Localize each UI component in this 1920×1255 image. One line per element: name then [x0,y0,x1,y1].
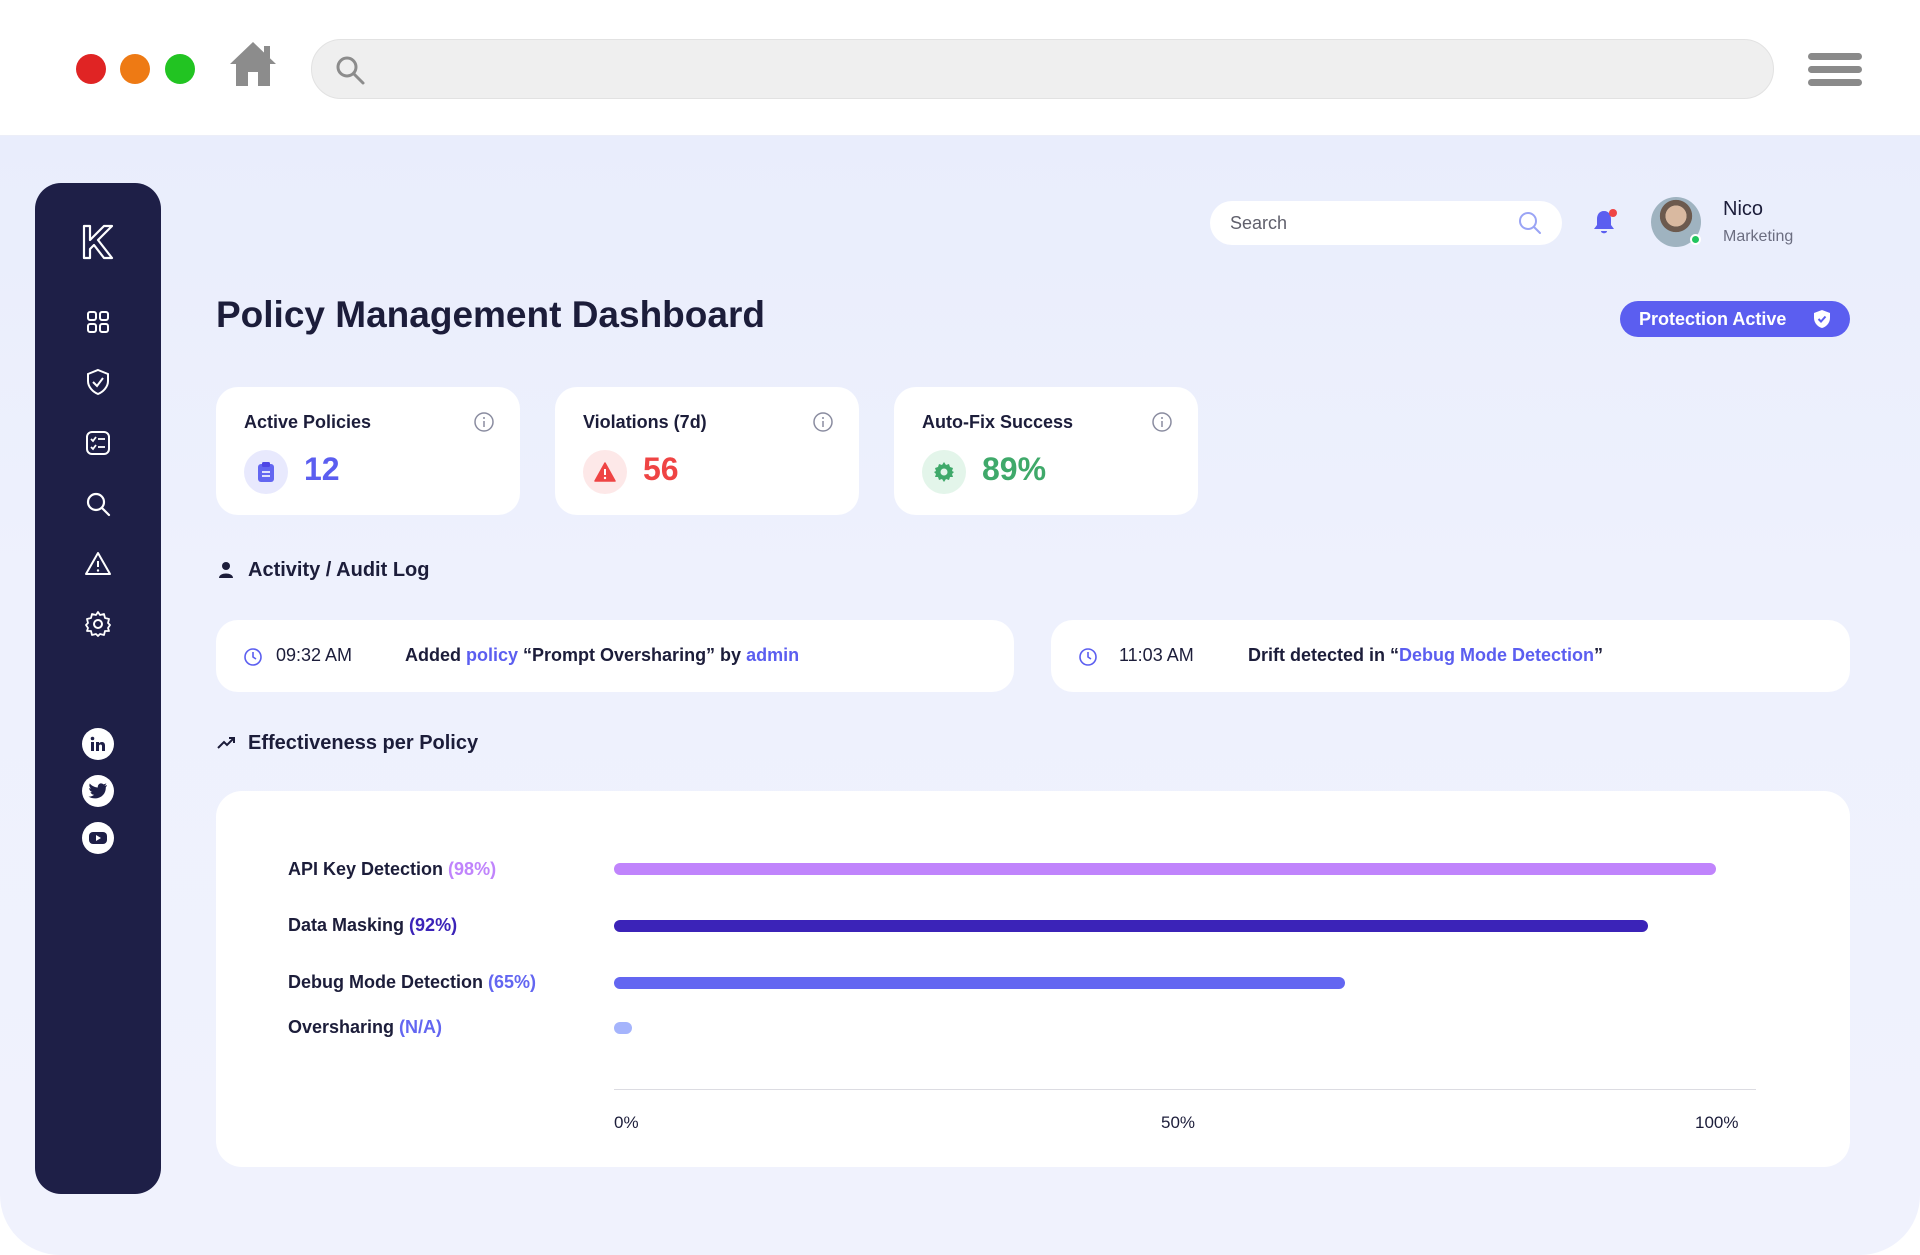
clock-icon [244,648,262,666]
bar-track [614,920,1738,932]
search-icon [336,56,365,85]
protection-status-label: Protection Active [1639,309,1787,329]
x-tick-label: 0% [614,1113,639,1132]
x-tick-label: 50% [1161,1113,1196,1132]
log-time: 09:32 AM [276,645,353,665]
chart-category-label: Oversharing (N/A) [288,1017,442,1038]
bar[interactable] [614,977,1345,989]
category-name: Debug Mode Detection [288,972,489,992]
log-entry: 11:03 AM Drift detected in “Debug Mode D… [1051,620,1850,692]
youtube-icon[interactable] [82,822,114,854]
user-role: Marketing [1723,228,1794,245]
stat-title: Violations (7d) [583,412,707,432]
shield-check-icon [1814,310,1830,328]
close-window-button[interactable] [76,54,106,84]
debug-mode-detection-link[interactable]: Debug Mode Detection [1399,645,1595,665]
stat-card-violations: Violations (7d) 56 [555,387,859,515]
log-time: 11:03 AM [1119,645,1194,665]
trending-up-icon [217,737,235,749]
warning-icon[interactable] [83,549,113,579]
logo-icon[interactable] [80,224,116,260]
twitter-icon[interactable] [82,775,114,807]
clock-icon [1079,648,1097,666]
admin-link[interactable]: admin [746,645,800,665]
stat-value: 89% [982,451,1047,487]
online-status-dot [1690,234,1701,245]
checklist-icon[interactable] [83,428,113,458]
dashboard-search [1210,201,1562,245]
sidebar [35,183,161,1194]
log-message: Added policy “Prompt Oversharing” by adm… [405,645,800,665]
clipboard-icon [244,450,288,494]
category-percent: (98%) [448,859,497,879]
log-entry: 09:32 AM Added policy “Prompt Oversharin… [216,620,1014,692]
stat-value: 12 [304,451,340,487]
search-icon[interactable] [83,489,113,519]
stat-card-auto-fix: Auto-Fix Success 89% [894,387,1198,515]
warning-icon [583,450,627,494]
bar-track [614,863,1738,875]
search-input[interactable] [1230,201,1510,245]
category-percent: (65%) [488,972,537,992]
x-axis-line [614,1089,1756,1090]
info-icon[interactable] [1151,411,1173,433]
stat-title: Active Policies [244,412,372,432]
effectiveness-section-title: Effectiveness per Policy [248,732,479,754]
bar[interactable] [614,1022,632,1034]
app-area: Nico Marketing Policy Management Dashboa… [0,136,1920,1255]
log-message: Drift detected in “Debug Mode Detection” [1248,645,1604,665]
info-icon[interactable] [473,411,495,433]
stat-card-active-policies: Active Policies 12 [216,387,520,515]
bar-track [614,977,1738,989]
linkedin-icon[interactable] [82,728,114,760]
info-icon[interactable] [812,411,834,433]
dashboard-icon[interactable] [83,307,113,337]
effectiveness-chart: API Key Detection (98%) Data Masking (92%… [216,791,1850,1167]
page-title: Policy Management Dashboard [216,294,765,335]
menu-icon[interactable] [1808,53,1862,93]
user-name: Nico [1723,198,1764,220]
stat-value: 56 [643,451,679,487]
gear-icon [922,450,966,494]
chart-category-label: Data Masking (92%) [288,915,457,936]
user-icon [219,562,233,578]
category-name: API Key Detection [288,859,449,879]
category-percent: (N/A) [399,1017,443,1037]
avatar[interactable] [1651,197,1701,247]
minimize-window-button[interactable] [120,54,150,84]
address-bar[interactable] [311,39,1774,99]
category-name: Oversharing [288,1017,400,1037]
protection-status-badge[interactable]: Protection Active [1620,301,1850,337]
bar[interactable] [614,863,1716,875]
x-tick-label: 100% [1695,1113,1739,1132]
home-icon[interactable] [228,40,278,88]
settings-icon[interactable] [83,609,113,639]
notification-bell-icon[interactable] [1592,208,1618,236]
maximize-window-button[interactable] [165,54,195,84]
search-icon[interactable] [1518,211,1542,235]
chart-category-label: API Key Detection (98%) [288,859,496,880]
shield-check-icon[interactable] [83,367,113,397]
category-percent: (92%) [409,915,458,935]
chart-category-label: Debug Mode Detection (65%) [288,972,536,993]
policy-link[interactable]: policy [466,645,519,665]
category-name: Data Masking [288,915,410,935]
stat-title: Auto-Fix Success [922,412,1074,432]
activity-section-title: Activity / Audit Log [248,559,430,581]
bar-track [614,1022,1738,1034]
browser-chrome [0,0,1920,136]
bar[interactable] [614,920,1648,932]
